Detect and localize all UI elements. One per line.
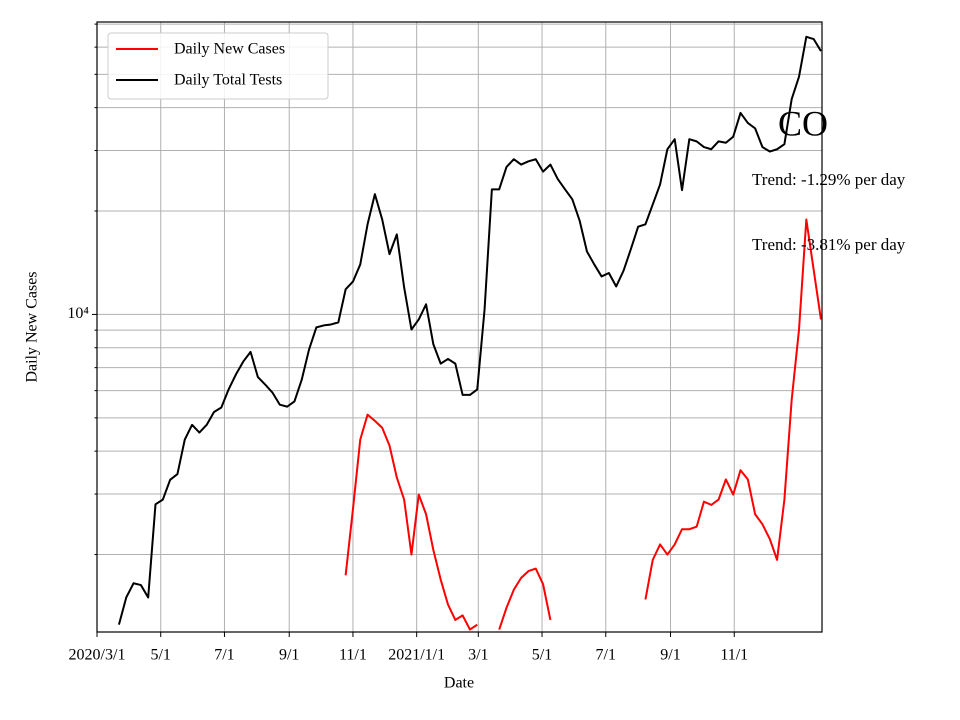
annotation: Trend: -3.81% per day	[752, 235, 906, 254]
grid	[96, 22, 822, 632]
legend-label: Daily Total Tests	[174, 72, 282, 89]
plot-frame	[96, 21, 823, 633]
x-tick-label: 2020/3/1	[69, 647, 126, 664]
x-tick-label: 2021/1/1	[388, 647, 445, 664]
legend-box	[107, 32, 329, 100]
x-tick-label: 9/1	[660, 647, 680, 664]
x-tick-label: 5/1	[532, 647, 552, 664]
legend-label: Daily New Cases	[174, 41, 285, 58]
y-axis-label: Daily New Cases	[24, 271, 41, 382]
x-tick-label: 7/1	[596, 647, 616, 664]
data-line	[344, 218, 822, 631]
data-line	[117, 35, 822, 625]
x-tick-label: 11/1	[339, 647, 367, 664]
y-tick-label: 10⁴	[67, 305, 89, 322]
plot-lines	[117, 35, 822, 631]
legend: Daily New Cases Daily Total Tests	[107, 32, 329, 100]
x-tick-label: 5/1	[150, 647, 170, 664]
x-tick-label: 3/1	[468, 647, 488, 664]
annotation: Trend: -1.29% per day	[752, 170, 906, 189]
x-tick-label: 7/1	[214, 647, 234, 664]
x-axis-label: Date	[444, 675, 474, 692]
annotation: CO	[778, 103, 828, 143]
x-tick-label: 9/1	[279, 647, 299, 664]
x-tick-label: 11/1	[720, 647, 748, 664]
